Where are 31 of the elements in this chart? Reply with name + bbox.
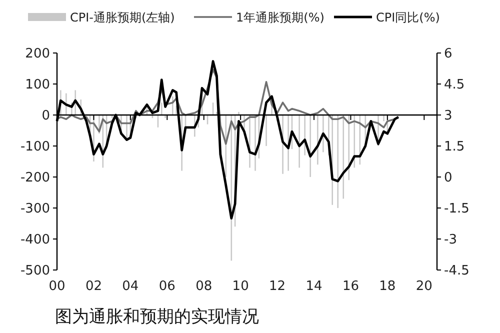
- y2-tick-label: 6: [444, 46, 452, 62]
- x-tick-label: 04: [122, 279, 139, 294]
- y-tick-label: -200: [20, 170, 50, 186]
- legend-label: 1年通胀预期(%): [236, 10, 324, 24]
- x-tick-label: 02: [85, 279, 102, 294]
- y2-tick-label: 3: [444, 108, 452, 124]
- x-tick-label: 10: [232, 279, 249, 294]
- x-tick-label: 16: [342, 279, 359, 294]
- y-tick-label: -300: [20, 202, 50, 216]
- x-tick-label: 12: [269, 279, 286, 294]
- y2-tick-label: 4.5: [444, 78, 465, 92]
- y2-tick-label: -3: [444, 232, 457, 248]
- legend-label: CPI同比(%): [376, 10, 440, 24]
- y-tick-label: -400: [20, 232, 50, 248]
- x-tick-label: 20: [416, 279, 432, 294]
- text: 图为通胀和预期的实现情况: [55, 307, 259, 327]
- y-tick-label: 200: [25, 46, 50, 62]
- y-tick-label: 100: [25, 78, 50, 92]
- x-tick-label: 18: [379, 279, 396, 294]
- y2-tick-label: -4.5: [444, 264, 470, 278]
- x-tick-label: 08: [196, 279, 212, 294]
- y-tick-label: -500: [20, 264, 50, 278]
- y2-tick-label: -1.5: [444, 202, 470, 216]
- x-tick-label: 00: [48, 279, 66, 294]
- y2-tick-label: 1.5: [444, 140, 465, 154]
- x-tick-label: 14: [306, 279, 322, 294]
- legend-label: CPI-通胀预期(左轴): [70, 10, 175, 24]
- y-tick-label: -100: [20, 140, 50, 154]
- x-tick-label: 06: [158, 279, 176, 294]
- y-tick-label: 0: [42, 108, 50, 124]
- y2-tick-label: 0: [444, 170, 452, 186]
